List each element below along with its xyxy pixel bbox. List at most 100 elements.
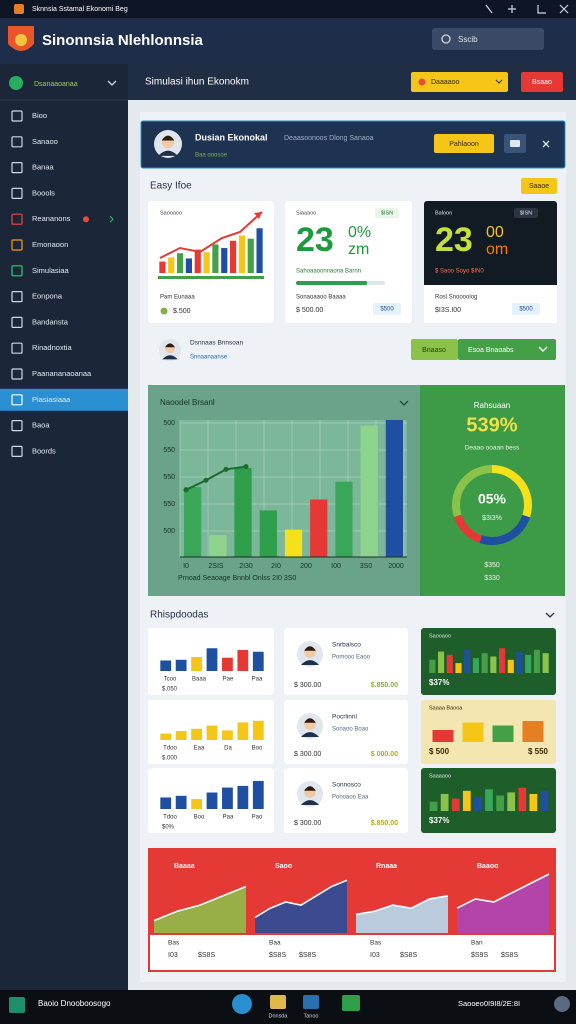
button-label: Bsaao bbox=[532, 79, 552, 86]
y-tick-label: 550 bbox=[163, 447, 175, 454]
bar bbox=[191, 799, 202, 809]
person-name: Sonnosco bbox=[332, 782, 361, 789]
y-tick-label: 550 bbox=[163, 474, 175, 481]
bar bbox=[160, 733, 172, 740]
bar bbox=[222, 787, 233, 809]
card-value: $0% bbox=[162, 825, 175, 831]
bar bbox=[432, 730, 454, 742]
promo-value: $S9S bbox=[471, 952, 488, 959]
promo-value: $S8S bbox=[299, 952, 316, 959]
window-control[interactable] bbox=[559, 4, 569, 14]
logo-mark bbox=[15, 34, 27, 46]
bar bbox=[529, 793, 538, 811]
close[interactable] bbox=[542, 140, 550, 148]
menu-item[interactable]: Paanananaoanaa bbox=[32, 369, 92, 378]
line-point bbox=[223, 466, 229, 472]
gauge-subtitle: Deaao ooaan bess bbox=[465, 445, 520, 452]
search-placeholder: Sscib bbox=[458, 35, 478, 44]
bar-label: Baaa bbox=[192, 677, 207, 683]
selector[interactable]: Dsanaaoanaa bbox=[34, 81, 78, 88]
menu-item[interactable]: Baoa bbox=[32, 421, 50, 430]
bar bbox=[160, 797, 172, 809]
app-icon[interactable] bbox=[270, 995, 286, 1009]
bar-label: Boo bbox=[252, 746, 263, 752]
search-box[interactable] bbox=[432, 28, 544, 50]
bar bbox=[185, 258, 193, 273]
menu-item[interactable]: Sanaoo bbox=[32, 137, 58, 146]
menu-item[interactable]: Bioo bbox=[32, 111, 47, 120]
x-tick-label: I00 bbox=[331, 563, 341, 570]
bar bbox=[206, 725, 218, 740]
bar bbox=[206, 792, 218, 809]
taskbar bbox=[0, 990, 576, 1024]
big-unit: 0% bbox=[348, 224, 371, 241]
menu-icon bbox=[11, 136, 23, 148]
profile-name: Dsnnaas Bnnsoan bbox=[190, 340, 244, 347]
bar bbox=[490, 656, 497, 673]
area bbox=[356, 895, 448, 933]
person-name: Pocrlinnl bbox=[332, 714, 357, 721]
menu-item[interactable]: Rinadnoxtia bbox=[32, 343, 72, 352]
menu-item[interactable]: Eonpona bbox=[32, 292, 63, 301]
bar bbox=[533, 649, 540, 673]
promo-value: $S8S bbox=[501, 952, 518, 959]
gauge-title: Rahsuaan bbox=[474, 401, 510, 410]
alert-dot bbox=[83, 216, 89, 223]
bar bbox=[310, 499, 328, 557]
tile bbox=[421, 700, 556, 764]
promo-label: Bas bbox=[370, 940, 382, 947]
app-icon bbox=[14, 4, 24, 14]
app-label: Dnnsda bbox=[269, 1013, 289, 1019]
window-control[interactable] bbox=[508, 5, 516, 13]
bar bbox=[385, 420, 403, 557]
selector-icon bbox=[9, 76, 23, 90]
promo-value: $S8S bbox=[198, 952, 215, 959]
app-icon[interactable] bbox=[303, 995, 319, 1009]
menu-item[interactable]: Simulasiaa bbox=[32, 266, 70, 275]
bar bbox=[212, 244, 219, 273]
person-role: Sonaoo Boao bbox=[332, 727, 369, 733]
button[interactable] bbox=[521, 72, 563, 92]
button[interactable] bbox=[411, 339, 458, 360]
app-icon[interactable] bbox=[232, 994, 252, 1014]
bar-label: Pao bbox=[252, 815, 263, 821]
bar-label: Paa bbox=[223, 815, 234, 821]
bar-label: Da bbox=[224, 746, 232, 752]
bar bbox=[492, 725, 514, 742]
area-line bbox=[456, 873, 550, 909]
chevron bbox=[107, 80, 117, 86]
line-series bbox=[185, 465, 247, 491]
arrow bbox=[254, 212, 262, 219]
menu-icon bbox=[11, 445, 23, 457]
bar bbox=[252, 651, 264, 671]
x-tick-label: 3S0 bbox=[360, 563, 373, 570]
y-tick-label: 500 bbox=[163, 528, 175, 535]
menu-icon bbox=[11, 110, 23, 122]
window-control[interactable] bbox=[485, 4, 493, 14]
button[interactable] bbox=[434, 134, 494, 153]
menu-item[interactable]: Reananons bbox=[32, 214, 71, 223]
menu-icon bbox=[11, 239, 23, 251]
menu-item[interactable]: Boords bbox=[32, 446, 56, 455]
window-title: Sknnsia Sstamal Ekonomi Beg bbox=[32, 6, 128, 13]
chart-title: Naoodel Brsanl bbox=[160, 398, 215, 407]
menu-item[interactable]: Emonaoon bbox=[32, 240, 68, 249]
person-amount: $ 300.00 bbox=[294, 751, 321, 758]
button[interactable] bbox=[458, 339, 556, 360]
menu-item[interactable]: Bandansta bbox=[32, 317, 69, 326]
select[interactable] bbox=[411, 72, 508, 92]
card-title: Siaaaoo bbox=[296, 210, 316, 216]
menu-item[interactable]: Boools bbox=[32, 188, 55, 197]
tile-title: Saaaaoo bbox=[429, 773, 451, 779]
chip bbox=[375, 208, 399, 218]
bar-label: Tdoo bbox=[163, 815, 177, 821]
window-control[interactable] bbox=[537, 5, 546, 14]
chevron bbox=[495, 79, 503, 84]
menu-item[interactable]: Piasiasiaaa bbox=[32, 395, 71, 404]
app-icon[interactable] bbox=[342, 995, 360, 1011]
card-value: $.000 bbox=[162, 756, 178, 762]
menu-item[interactable]: Banaa bbox=[32, 163, 55, 172]
card-value: $.050 bbox=[162, 687, 178, 693]
start-button[interactable] bbox=[9, 997, 25, 1013]
